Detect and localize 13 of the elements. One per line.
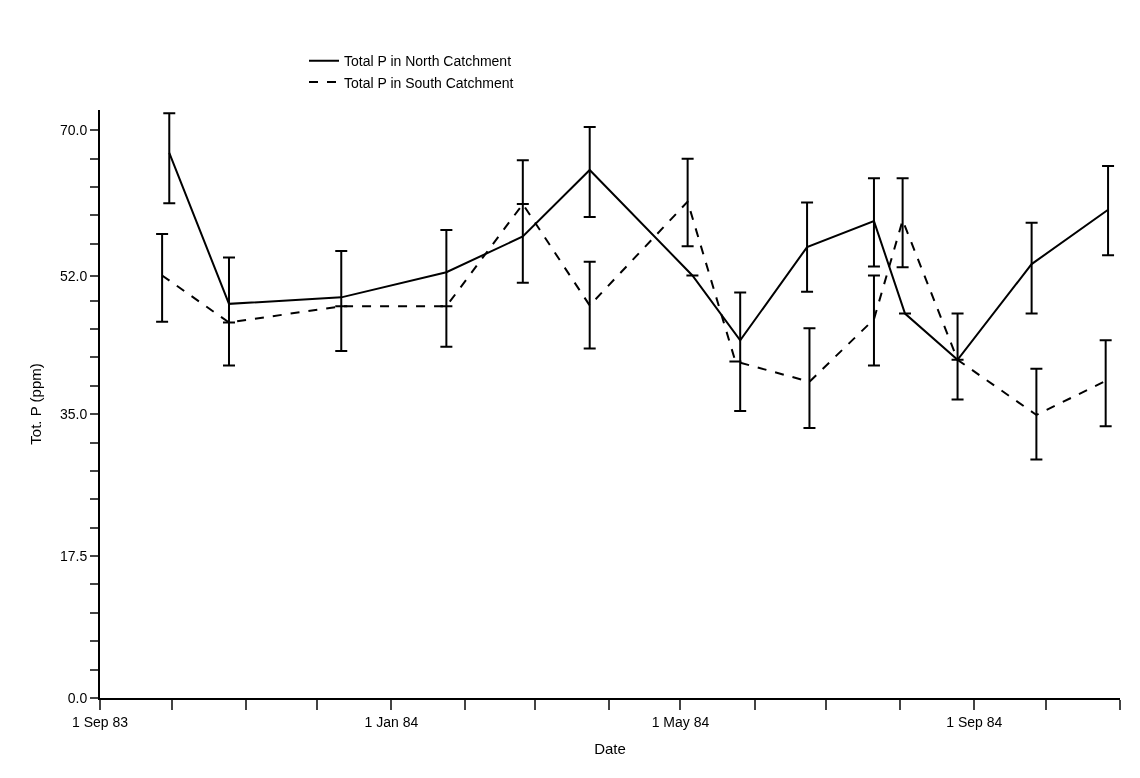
x-tick-label: 1 Sep 83 [71,713,129,730]
y-tick-label: 35.0 [59,406,88,423]
y-tick-label: 70.0 [59,122,88,139]
x-tick-label: 1 Jan 84 [364,713,419,730]
legend-label: Total P in North Catchment [344,53,512,70]
y-tick-label: 0.0 [67,689,88,706]
legend-label: Total P in South Catchment [344,74,514,91]
y-tick-label: 52.0 [59,268,88,285]
x-axis-title: Date [594,740,626,758]
y-axis-title: Tot. P (ppm) [26,363,44,445]
y-tick-label: 17.5 [59,547,88,564]
x-tick-label: 1 Sep 84 [946,713,1003,730]
x-tick-label: 1 May 84 [651,713,710,730]
